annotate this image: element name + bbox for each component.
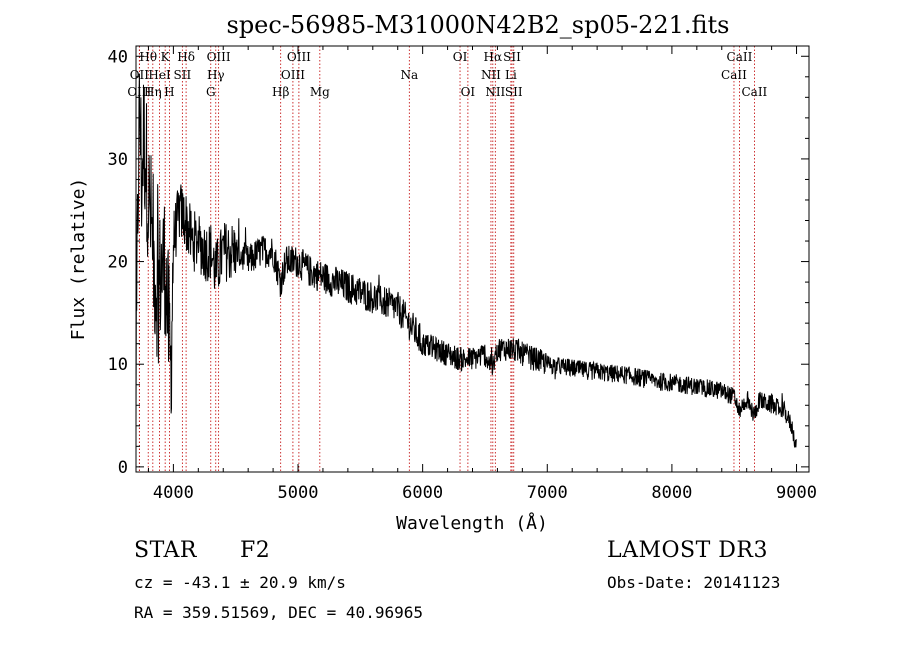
spectral-line-label: Mg (310, 85, 330, 99)
spectral-line-label: SII (503, 50, 521, 64)
spectral-line-label: Hγ (207, 68, 225, 82)
spectral-line-label: NII (485, 85, 505, 99)
y-axis: 0 10 20 30 40 (108, 47, 809, 478)
marker-lines (138, 46, 755, 472)
spectral-line-label: OI (453, 50, 468, 64)
object-subclass: F2 (240, 538, 271, 563)
spectral-line-label: SII (505, 85, 523, 99)
y-tick-label: 20 (108, 253, 128, 273)
spectral-line-label: Hη (144, 85, 162, 99)
spectral-line-label: OIII (281, 68, 305, 82)
survey-name: LAMOST DR3 (607, 538, 768, 563)
obs-date: Obs-Date: 20141123 (607, 573, 781, 592)
spectral-line-label: OIII (207, 50, 231, 64)
spectral-line-label: OIII (287, 50, 311, 64)
y-tick-label: 10 (108, 355, 128, 375)
flux-series-line (135, 73, 797, 448)
spectral-line-label: K (161, 50, 171, 64)
x-tick-label: 7000 (527, 483, 568, 503)
spectral-line-label: Hθ (139, 50, 157, 64)
spectral-line-label: CaII (727, 50, 753, 64)
spectral-line-label: OI (461, 85, 476, 99)
spectral-line-label: HeI (148, 68, 171, 82)
spectral-line-label: CaII (721, 68, 747, 82)
x-axis: 4000 5000 6000 7000 8000 9000 (147, 46, 817, 503)
x-tick-label: 9000 (776, 483, 817, 503)
x-tick-label: 8000 (651, 483, 692, 503)
chart-title: spec-56985-M31000N42B2_sp05-221.fits (227, 11, 730, 39)
x-tick-label: 4000 (153, 483, 194, 503)
spectral-line-label: H (164, 85, 174, 99)
spectral-line-label: Hα (484, 50, 503, 64)
spectral-line-label: SII (174, 68, 192, 82)
spectral-line-label: Hδ (177, 50, 195, 64)
y-tick-label: 0 (118, 458, 128, 478)
coordinates: RA = 359.51569, DEC = 40.96965 (134, 603, 423, 622)
redshift-cz: cz = -43.1 ± 20.9 km/s (134, 573, 346, 592)
x-tick-label: 6000 (402, 483, 443, 503)
y-tick-label: 40 (108, 47, 128, 67)
spectral-line-label: G (206, 85, 216, 99)
spectral-line-label: Hβ (272, 85, 289, 99)
spectral-line-label: Li (505, 68, 517, 82)
spectral-line-label: Na (400, 68, 418, 82)
x-tick-label: 5000 (278, 483, 319, 503)
y-tick-label: 30 (108, 150, 128, 170)
x-axis-label: Wavelength (Å) (396, 512, 548, 534)
y-axis-label: Flux (relative) (68, 178, 89, 341)
spectral-line-label: NII (481, 68, 501, 82)
object-class: STAR (134, 538, 197, 563)
spectral-line-label: CaII (741, 85, 767, 99)
